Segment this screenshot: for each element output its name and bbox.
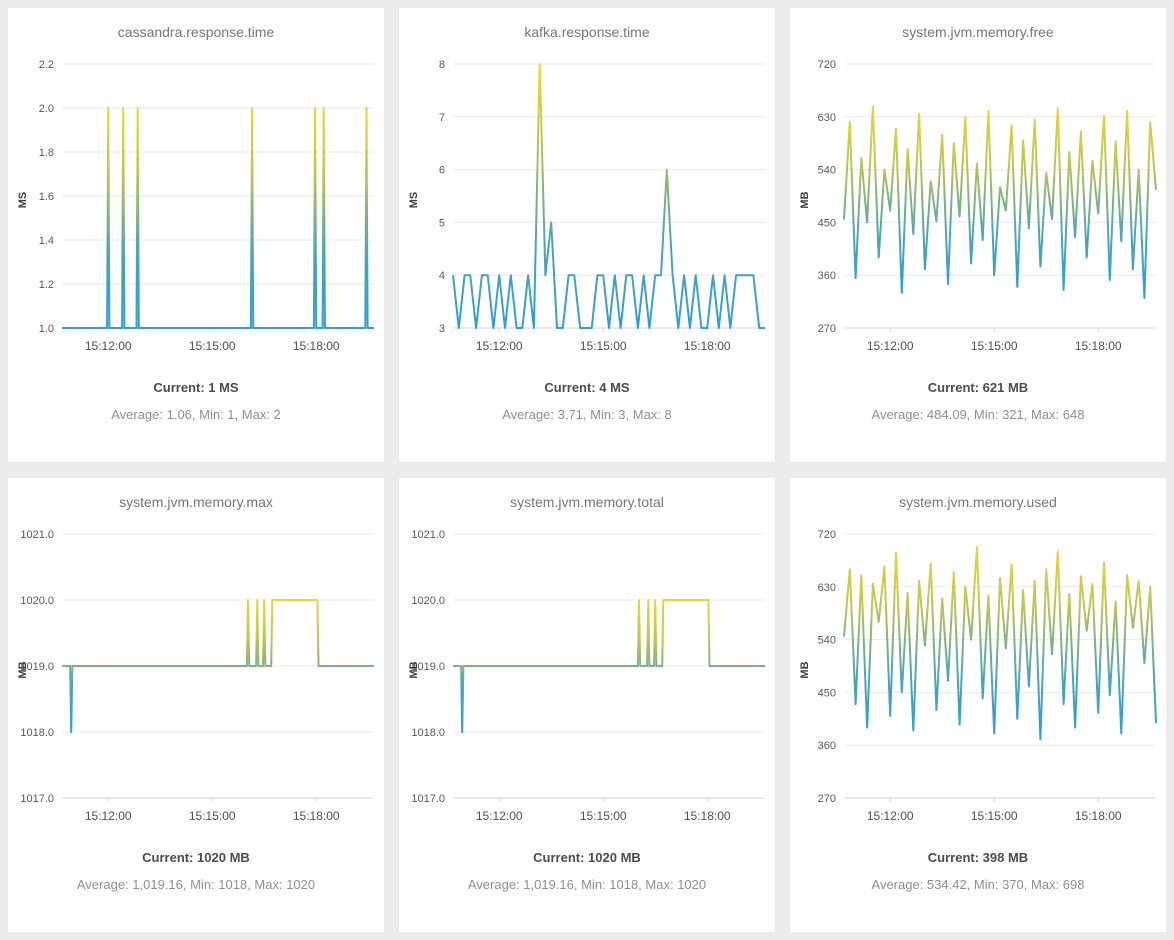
chart-current-value: Current: 1020 MB [142,850,250,865]
y-tick-label: 7 [439,112,445,124]
x-tick-label: 15:18:00 [1075,339,1122,353]
dashboard-grid: cassandra.response.time 2.2 2.0 1.8 1.6 1.4 1… [8,8,1166,932]
x-tick-label: 15:12:00 [476,809,523,823]
chart-summary-stats: Average: 484.09, Min: 321, Max: 648 [871,407,1085,422]
y-tick-label: 450 [818,217,836,229]
y-axis-unit-label: MB [17,661,29,678]
y-tick-label: 1020.0 [20,595,54,607]
y-tick-label: 720 [818,529,836,541]
chart-title: cassandra.response.time [117,24,275,40]
x-tick-label: 15:18:00 [684,339,731,353]
y-axis-unit-label: MS [17,192,29,209]
y-tick-label: 630 [818,112,836,124]
y-tick-label: 1017.0 [20,793,54,805]
chart-canvas[interactable]: 2.2 2.0 1.8 1.6 1.4 1.2 1.0 15:12:00 15:15:00 15:… [8,50,384,370]
chart-summary-stats: Average: 1.06, Min: 1, Max: 2 [111,407,281,422]
chart-canvas[interactable]: 8 7 6 5 4 3 15:12:00 15:15:00 15:18:00 MS [399,50,775,370]
chart-card-cassandra-response-time: cassandra.response.time 2.2 2.0 1.8 1.6 1.4 1… [8,8,384,462]
x-tick-label: 15:15:00 [971,809,1018,823]
y-tick-label: 360 [818,740,836,752]
y-tick-label: 1019.0 [411,661,445,673]
x-tick-label: 15:18:00 [293,339,340,353]
y-axis-unit-label: MB [408,661,420,678]
y-tick-label: 540 [818,635,836,647]
chart-title: system.jvm.memory.free [902,24,1054,40]
x-tick-label: 15:15:00 [189,809,236,823]
y-tick-label: 630 [818,582,836,594]
x-tick-label: 15:18:00 [293,809,340,823]
y-tick-label: 540 [818,165,836,177]
x-tick-label: 15:12:00 [85,339,132,353]
chart-card-jvm-memory-max: system.jvm.memory.max 1021.0 1020.0 1019.0… [8,478,384,932]
y-axis-unit-label: MS [408,192,420,209]
y-tick-label: 1.4 [39,235,54,247]
chart-current-value: Current: 621 MB [927,380,1029,395]
chart-summary-stats: Average: 534.42, Min: 370, Max: 698 [871,877,1085,892]
series-line [452,63,765,329]
series-line [62,107,374,329]
y-axis-unit-label: MB [799,661,811,678]
y-tick-label: 1020.0 [411,595,445,607]
x-tick-label: 15:15:00 [189,339,236,353]
y-tick-label: 1017.0 [411,793,445,805]
series-line [843,545,1157,741]
y-tick-label: 450 [818,687,836,699]
y-tick-label: 1.8 [39,147,54,159]
y-tick-label: 3 [439,323,445,335]
chart-title: system.jvm.memory.max [119,494,273,510]
chart-card-jvm-memory-free: system.jvm.memory.free 720 630 540 450 360 27… [790,8,1166,462]
series-line [62,599,374,733]
x-tick-label: 15:15:00 [580,809,627,823]
series-line [453,599,765,733]
y-tick-label: 1.6 [39,191,54,203]
chart-summary-stats: Average: 1,019.16, Min: 1018, Max: 1020 [76,877,316,892]
y-tick-label: 720 [818,59,836,71]
chart-title: kafka.response.time [524,24,650,40]
x-tick-label: 15:15:00 [971,339,1018,353]
x-tick-label: 15:18:00 [1075,809,1122,823]
x-tick-label: 15:12:00 [476,339,523,353]
y-tick-label: 360 [818,270,836,282]
chart-card-jvm-memory-used: system.jvm.memory.used 720 630 540 450 360 27… [790,478,1166,932]
chart-current-value: Current: 1020 MB [533,850,641,865]
y-tick-label: 2.0 [39,103,54,115]
chart-current-value: Current: 398 MB [927,850,1029,865]
chart-current-value: Current: 1 MS [153,380,239,395]
x-tick-label: 15:12:00 [85,809,132,823]
y-axis-unit-label: MB [799,191,811,208]
y-tick-label: 4 [439,270,445,282]
y-tick-label: 5 [439,217,445,229]
y-tick-label: 2.2 [39,59,54,71]
y-tick-label: 270 [818,793,836,805]
y-tick-label: 8 [439,59,445,71]
y-tick-label: 270 [818,323,836,335]
y-tick-label: 6 [439,165,445,177]
chart-card-jvm-memory-total: system.jvm.memory.total 1021.0 1020.0 1019… [399,478,775,932]
y-tick-label: 1019.0 [20,661,54,673]
y-tick-label: 1021.0 [20,529,54,541]
chart-canvas[interactable]: 720 630 540 450 360 270 15:12:00 15:15:00 15:18:… [790,50,1166,370]
x-tick-label: 15:15:00 [580,339,627,353]
y-tick-label: 1.2 [39,279,54,291]
chart-canvas[interactable]: 1021.0 1020.0 1019.0 1018.0 1017.0 15:12:00 15… [8,520,384,840]
y-tick-label: 1018.0 [411,727,445,739]
y-tick-label: 1.0 [39,323,54,335]
y-tick-label: 1018.0 [20,727,54,739]
x-tick-label: 15:18:00 [684,809,731,823]
chart-summary-stats: Average: 1,019.16, Min: 1018, Max: 1020 [467,877,707,892]
x-tick-label: 15:12:00 [867,809,914,823]
series-line [843,105,1157,300]
chart-current-value: Current: 4 MS [544,380,630,395]
chart-title: system.jvm.memory.total [510,494,664,510]
chart-canvas[interactable]: 1021.0 1020.0 1019.0 1018.0 1017.0 15:12:00 15… [399,520,775,840]
y-tick-label: 1021.0 [411,529,445,541]
chart-card-kafka-response-time: kafka.response.time 8 7 6 5 4 3 15:12:00 15:15:… [399,8,775,462]
x-tick-label: 15:12:00 [867,339,914,353]
chart-title: system.jvm.memory.used [899,494,1057,510]
chart-summary-stats: Average: 3.71, Min: 3, Max: 8 [502,407,672,422]
chart-canvas[interactable]: 720 630 540 450 360 270 15:12:00 15:15:00 15:18:… [790,520,1166,840]
